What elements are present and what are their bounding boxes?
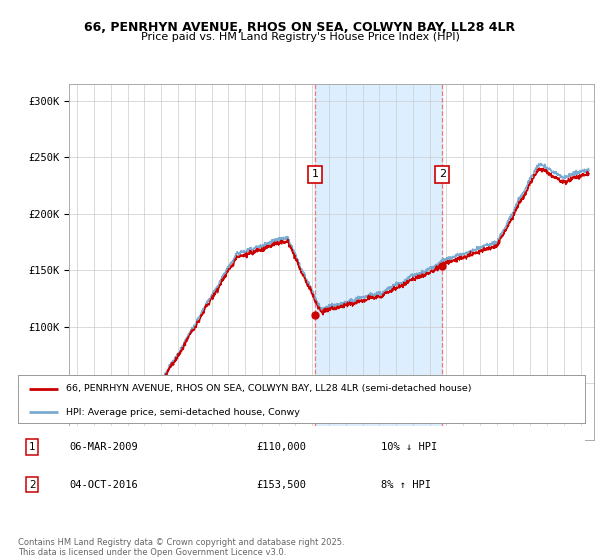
Text: 10% ↓ HPI: 10% ↓ HPI	[381, 442, 437, 452]
Text: 66, PENRHYN AVENUE, RHOS ON SEA, COLWYN BAY, LL28 4LR: 66, PENRHYN AVENUE, RHOS ON SEA, COLWYN …	[85, 21, 515, 34]
Text: Contains HM Land Registry data © Crown copyright and database right 2025.
This d: Contains HM Land Registry data © Crown c…	[18, 538, 344, 557]
Text: 2: 2	[29, 479, 35, 489]
Bar	[315, 84, 442, 440]
Text: £153,500: £153,500	[256, 479, 306, 489]
Text: 04-OCT-2016: 04-OCT-2016	[69, 479, 138, 489]
Text: £110,000: £110,000	[256, 442, 306, 452]
Text: 06-MAR-2009: 06-MAR-2009	[69, 442, 138, 452]
Text: 1: 1	[29, 442, 35, 452]
Text: 1: 1	[311, 169, 319, 179]
Text: 66, PENRHYN AVENUE, RHOS ON SEA, COLWYN BAY, LL28 4LR (semi-detached house): 66, PENRHYN AVENUE, RHOS ON SEA, COLWYN …	[66, 384, 472, 393]
Text: Price paid vs. HM Land Registry's House Price Index (HPI): Price paid vs. HM Land Registry's House …	[140, 32, 460, 43]
Text: 8% ↑ HPI: 8% ↑ HPI	[381, 479, 431, 489]
Text: 2: 2	[439, 169, 446, 179]
Text: HPI: Average price, semi-detached house, Conwy: HPI: Average price, semi-detached house,…	[66, 408, 300, 417]
